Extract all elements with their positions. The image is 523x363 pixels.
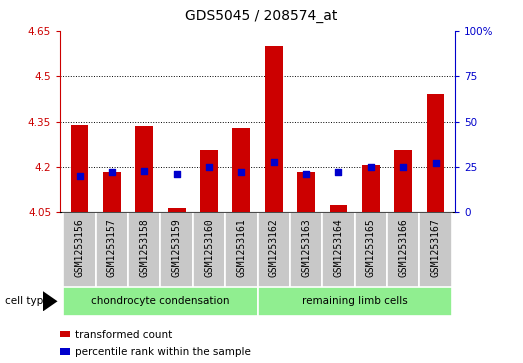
Text: GSM1253161: GSM1253161 bbox=[236, 218, 246, 277]
Text: GSM1253156: GSM1253156 bbox=[75, 218, 85, 277]
Point bbox=[431, 160, 440, 166]
Text: chondrocyte condensation: chondrocyte condensation bbox=[91, 296, 230, 306]
Bar bbox=[355, 212, 387, 287]
Text: percentile rank within the sample: percentile rank within the sample bbox=[75, 347, 251, 357]
Bar bbox=[322, 212, 355, 287]
Text: GSM1253163: GSM1253163 bbox=[301, 218, 311, 277]
Bar bbox=[193, 212, 225, 287]
Bar bbox=[387, 212, 419, 287]
Text: GSM1253159: GSM1253159 bbox=[172, 218, 181, 277]
Point bbox=[334, 170, 343, 175]
Point bbox=[302, 171, 310, 177]
Bar bbox=[71, 125, 88, 212]
Bar bbox=[290, 212, 322, 287]
Text: GSM1253166: GSM1253166 bbox=[398, 218, 408, 277]
Point bbox=[367, 164, 375, 170]
Point bbox=[140, 168, 149, 174]
Bar bbox=[60, 331, 70, 338]
Bar bbox=[135, 126, 153, 212]
Bar bbox=[257, 287, 452, 316]
Text: cell type: cell type bbox=[5, 296, 50, 306]
Text: GSM1253162: GSM1253162 bbox=[269, 218, 279, 277]
Point bbox=[173, 171, 181, 177]
Point bbox=[108, 170, 116, 175]
Bar bbox=[394, 150, 412, 212]
Point bbox=[205, 164, 213, 170]
Bar bbox=[265, 46, 282, 212]
Point bbox=[269, 159, 278, 164]
Polygon shape bbox=[43, 291, 58, 311]
Text: remaining limb cells: remaining limb cells bbox=[302, 296, 407, 306]
Bar bbox=[233, 128, 251, 212]
Text: GSM1253167: GSM1253167 bbox=[430, 218, 440, 277]
Bar bbox=[257, 212, 290, 287]
Point bbox=[75, 173, 84, 179]
Point bbox=[399, 164, 407, 170]
Point bbox=[237, 170, 246, 175]
Bar bbox=[200, 150, 218, 212]
Text: GSM1253164: GSM1253164 bbox=[334, 218, 344, 277]
Bar bbox=[63, 212, 96, 287]
Bar bbox=[297, 171, 315, 212]
Text: GSM1253160: GSM1253160 bbox=[204, 218, 214, 277]
Bar bbox=[96, 212, 128, 287]
Bar bbox=[362, 166, 380, 212]
Bar bbox=[103, 171, 121, 212]
Bar bbox=[161, 212, 193, 287]
Text: GSM1253157: GSM1253157 bbox=[107, 218, 117, 277]
Text: GSM1253165: GSM1253165 bbox=[366, 218, 376, 277]
Bar bbox=[128, 212, 161, 287]
Bar bbox=[60, 348, 70, 355]
Text: GSM1253158: GSM1253158 bbox=[139, 218, 149, 277]
Bar bbox=[168, 208, 186, 212]
Text: transformed count: transformed count bbox=[75, 330, 173, 340]
Bar bbox=[419, 212, 452, 287]
Bar bbox=[329, 205, 347, 212]
Bar bbox=[225, 212, 258, 287]
Text: GDS5045 / 208574_at: GDS5045 / 208574_at bbox=[185, 9, 338, 23]
Bar bbox=[63, 287, 258, 316]
Bar bbox=[427, 94, 445, 212]
